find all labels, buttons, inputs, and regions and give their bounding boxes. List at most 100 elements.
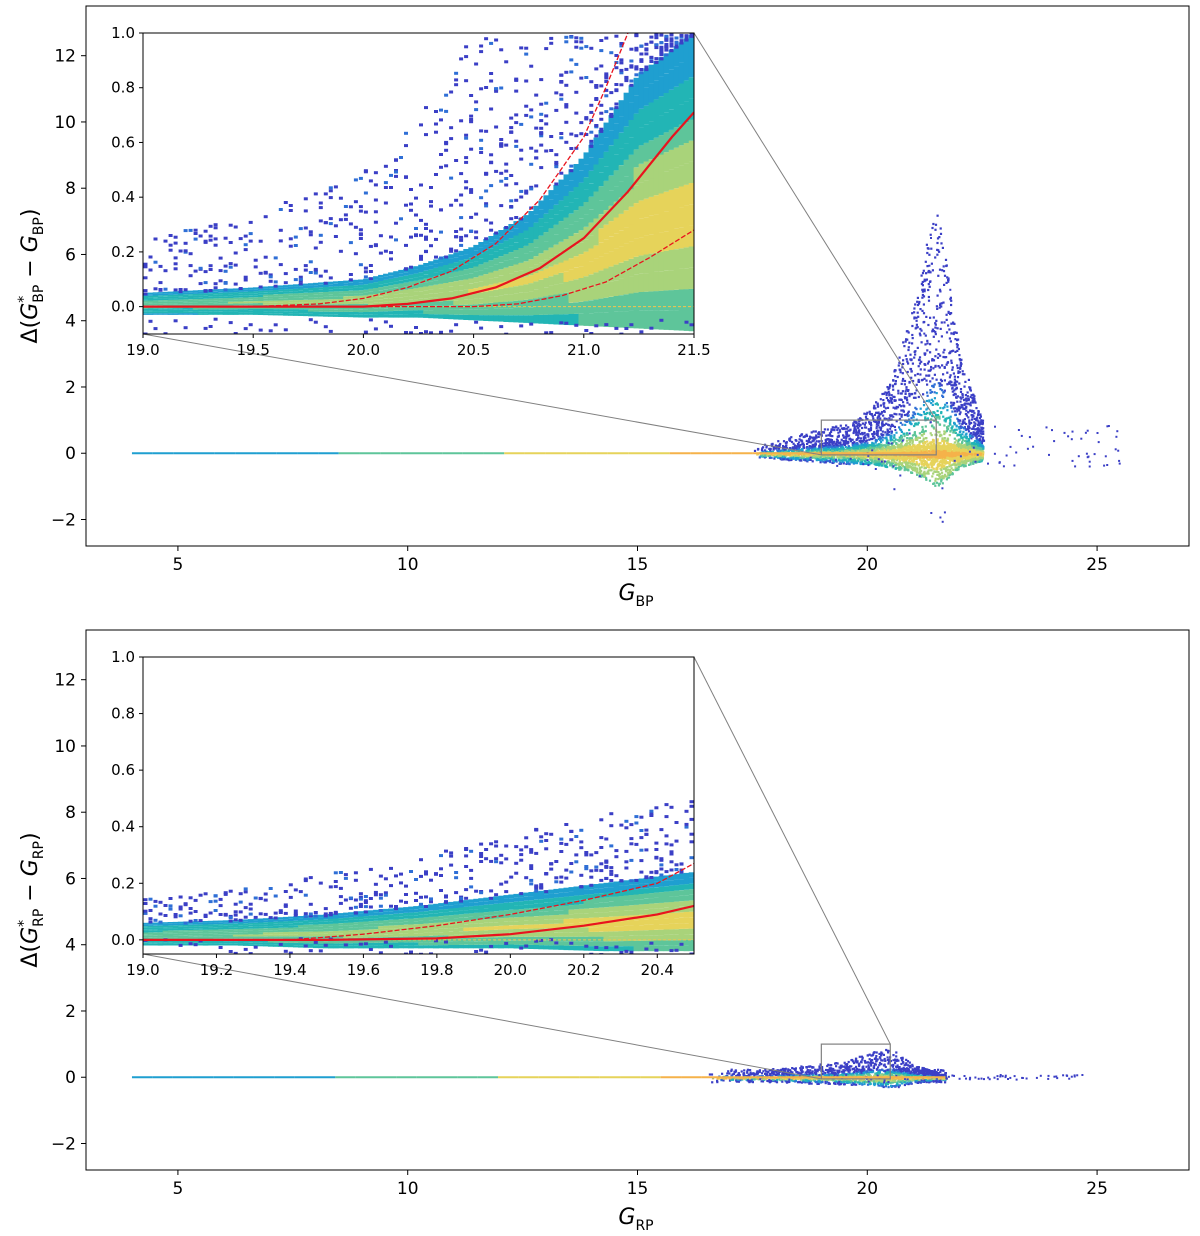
density-bin: [838, 444, 841, 447]
density-bin: [880, 464, 884, 467]
density-bin: [871, 457, 874, 460]
density-bin: [917, 358, 921, 361]
density-bin: [792, 442, 795, 445]
density-bin: [886, 428, 889, 431]
density-bin: [907, 464, 910, 467]
density-bin: [921, 293, 924, 297]
density-bin: [920, 445, 923, 448]
density-bin: [968, 433, 972, 436]
density-bin: [899, 392, 903, 395]
density-bin: [889, 397, 892, 400]
density-bin: [934, 403, 937, 406]
density-bin: [880, 434, 883, 437]
density-bin: [921, 272, 925, 275]
density-bin: [972, 462, 975, 465]
density-bin: [822, 455, 826, 458]
density-bin: [921, 425, 924, 429]
density-bin: [763, 454, 767, 457]
density-bin: [936, 440, 939, 443]
density-bin: [965, 432, 968, 435]
density-bin: [894, 467, 897, 470]
density-bin: [939, 290, 942, 293]
density-bin: [805, 454, 808, 457]
density-bin: [872, 420, 875, 423]
density-bin: [926, 470, 929, 473]
density-bin: [833, 448, 836, 451]
density-bin: [853, 428, 856, 431]
density-bin: [920, 473, 924, 476]
density-bin: [826, 441, 829, 445]
density-bin: [911, 342, 914, 345]
density-bin: [942, 395, 945, 398]
density-bin: [826, 456, 829, 459]
density-bin: [915, 316, 918, 319]
density-bin: [908, 459, 911, 462]
density-bin: [863, 412, 866, 415]
density-bin: [865, 417, 868, 421]
density-bin: [942, 407, 945, 410]
density-bin: [959, 430, 962, 433]
density-bin: [955, 459, 958, 462]
density-bin: [940, 478, 943, 481]
density-bin: [848, 459, 851, 462]
density-bin: [979, 415, 982, 418]
density-bin: [957, 433, 960, 436]
density-bin: [814, 451, 817, 454]
density-bin: [961, 433, 964, 436]
density-bin: [910, 422, 913, 426]
density-bin: [861, 426, 864, 430]
density-bin: [921, 430, 924, 433]
density-bin: [964, 460, 967, 464]
density-bin: [923, 368, 926, 371]
density-bin: [929, 413, 932, 416]
density-bin: [915, 435, 918, 438]
density-bin: [885, 433, 888, 436]
density-bin: [940, 379, 943, 383]
density-bin: [923, 454, 926, 457]
density-bin: [916, 346, 919, 349]
density-bin: [888, 424, 891, 427]
density-bin: [954, 413, 957, 417]
density-bin: [966, 447, 969, 450]
density-bin: [891, 447, 894, 450]
density-bin: [964, 412, 967, 416]
density-bin: [869, 412, 872, 415]
density-bin: [978, 454, 981, 457]
density-bin: [925, 243, 928, 246]
density-bin: [790, 453, 793, 456]
density-bin: [788, 437, 791, 440]
density-bin: [839, 459, 842, 462]
density-bin: [959, 396, 962, 399]
density-bin: [826, 428, 829, 431]
density-bin: [971, 397, 974, 400]
density-bin: [918, 442, 921, 445]
density-bin: [896, 446, 899, 449]
density-bin: [927, 247, 930, 250]
density-bin: [916, 473, 919, 476]
density-bin: [980, 442, 983, 445]
density-bin: [936, 457, 939, 461]
density-bin: [946, 461, 949, 464]
density-bin: [855, 425, 859, 428]
density-bin: [891, 458, 894, 461]
density-bin: [922, 321, 925, 324]
density-bin: [817, 432, 820, 435]
density-bin: [966, 443, 969, 446]
density-bin: [767, 454, 770, 458]
density-bin: [907, 456, 910, 460]
density-bin: [856, 431, 859, 434]
density-bin: [906, 433, 909, 436]
density-bin: [811, 460, 814, 463]
density-bin: [967, 402, 970, 405]
density-bin: [969, 454, 973, 457]
density-bin: [888, 461, 891, 464]
density-bin: [924, 448, 927, 451]
density-bin: [931, 269, 934, 272]
density-bin: [934, 484, 937, 487]
density-bin: [891, 441, 894, 444]
density-bin: [886, 465, 889, 469]
density-bin: [916, 438, 919, 441]
density-bin: [837, 441, 841, 445]
density-bin: [790, 440, 794, 444]
density-bin: [969, 404, 972, 407]
